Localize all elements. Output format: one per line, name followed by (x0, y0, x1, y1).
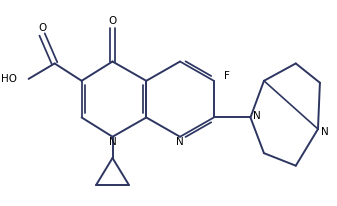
Text: O: O (38, 23, 46, 33)
Text: HO: HO (1, 74, 17, 84)
Text: F: F (224, 71, 230, 81)
Text: N: N (176, 137, 184, 147)
Text: N: N (253, 111, 261, 121)
Text: O: O (109, 16, 117, 26)
Text: N: N (321, 127, 329, 137)
Text: N: N (109, 137, 116, 147)
